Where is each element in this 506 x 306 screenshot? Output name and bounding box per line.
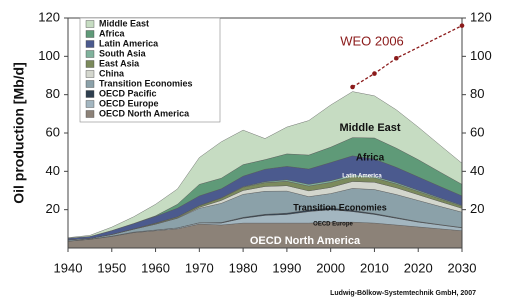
legend-swatch [85,90,95,98]
x-tick-label: 1990 [272,260,301,275]
projection-point [394,55,399,61]
area-label: Latin America [342,174,382,180]
legend-label: China [99,68,125,78]
legend-swatch [85,20,95,28]
legend-swatch [85,110,95,118]
y-tick-label: 40 [46,163,60,178]
x-tick-label: 1940 [54,260,83,275]
legend-label: South Asia [99,48,147,58]
legend-swatch [85,50,95,58]
legend-swatch [85,40,95,48]
y-tick-label: 60 [46,124,60,139]
source-note: Ludwig-Bölkow-Systemtechnik GmbH, 2007 [330,290,476,297]
projection-label: WEO 2006 [340,33,404,48]
projection-line [352,25,463,88]
legend-label: Middle East [99,18,149,28]
legend-label: Transition Economies [99,78,193,88]
legend-label: OECD North America [99,108,190,118]
x-tick-label: 1950 [97,260,126,275]
legend-label: OECD Pacific [99,88,157,98]
x-tick-label: 2010 [360,260,389,275]
y2-tick-label: 60 [470,124,484,139]
y2-tick-label: 80 [470,86,484,101]
projection-point [459,23,465,28]
y-tick-label: 20 [46,201,60,216]
legend-box [79,17,221,123]
y-axis-title: Oil production [Mb/d] [11,62,27,204]
x-tick-label: 2000 [316,260,345,275]
legend-label: OECD Europe [99,98,159,108]
area-label: Transition Economies [293,202,387,212]
y2-tick-label: 20 [470,201,484,216]
area-label: OECD Europe [313,222,353,228]
y-tick-label: 80 [46,86,60,101]
x-tick-label: 1970 [185,260,214,275]
area-label: Africa [356,153,385,164]
x-tick-label: 1980 [229,260,258,275]
legend-swatch [85,100,95,108]
area-label: OECD North America [250,235,361,247]
y-tick-label: 100 [38,48,60,63]
y2-tick-label: 100 [470,48,492,63]
area-label: Middle East [339,122,400,134]
legend-swatch [85,60,95,68]
y2-tick-label: 120 [470,9,492,24]
x-tick-label: 2020 [404,260,433,275]
legend-label: Africa [99,28,126,38]
x-tick-label: 2030 [448,260,477,275]
legend-label: Latin America [99,38,159,48]
x-tick-label: 1960 [141,260,170,275]
projection-point [372,71,377,76]
legend-swatch [85,70,95,78]
y2-tick-label: 40 [470,163,484,178]
legend-swatch [85,30,95,38]
projection-point [350,84,355,90]
legend-label: East Asia [99,58,140,68]
legend-swatch [85,80,95,88]
y-tick-label: 120 [38,9,60,24]
